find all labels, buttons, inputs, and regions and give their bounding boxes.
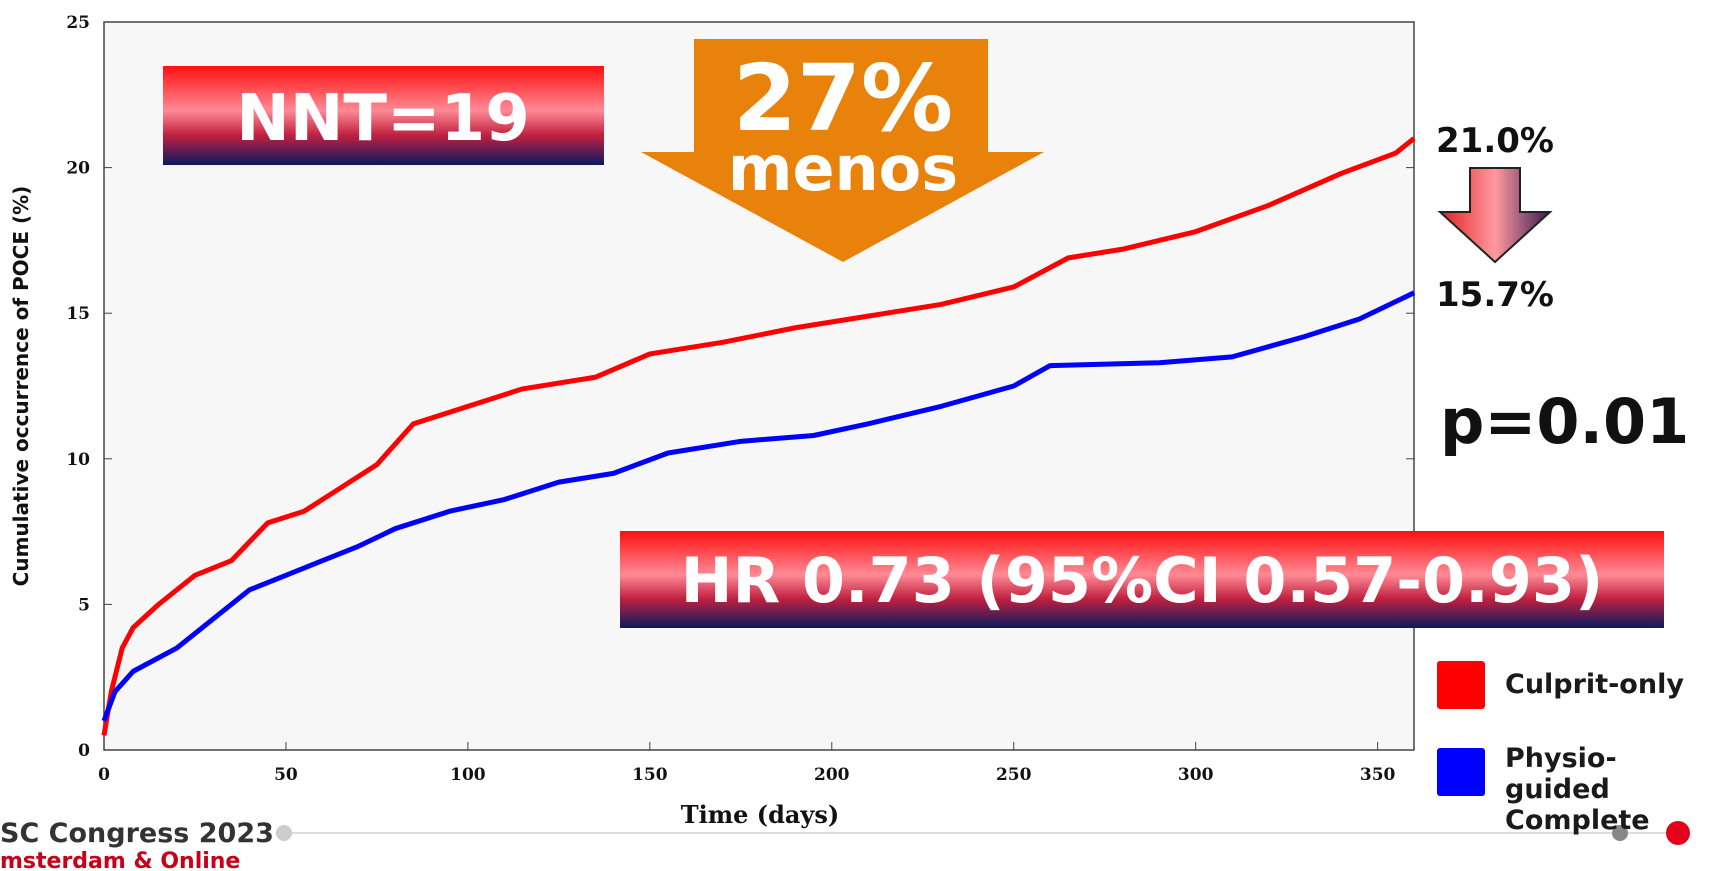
y-tick-label: 25 [66, 13, 90, 33]
nnt-label: NNT=19 [236, 82, 529, 156]
reduction-label: 27% [733, 45, 953, 152]
x-tick-label: 200 [814, 765, 850, 785]
hr-label: HR 0.73 (95%CI 0.57-0.93) [681, 544, 1604, 617]
x-tick-label: 0 [98, 765, 110, 785]
y-tick-label: 15 [66, 304, 90, 324]
reduction-word: menos [728, 132, 958, 205]
y-tick-label: 10 [66, 450, 90, 470]
legend-label: Culprit-only [1505, 669, 1684, 700]
x-axis-label: Time (days) [681, 800, 840, 829]
end-blue-label: 15.7% [1436, 275, 1554, 315]
series-line [101, 290, 1416, 722]
down-arrow [1437, 167, 1553, 264]
reduction-arrow [641, 39, 1044, 262]
end-red-label: 21.0% [1436, 121, 1554, 161]
series-line [101, 136, 1416, 736]
x-tick-label: 300 [1178, 765, 1214, 785]
legend-label: Physio-guided Complete [1505, 743, 1650, 836]
y-tick-label: 0 [78, 741, 90, 761]
progress-current [1666, 821, 1690, 845]
progress-dot [1612, 825, 1628, 841]
x-tick-label: 350 [1360, 765, 1396, 785]
p-value: p=0.01 [1440, 385, 1689, 458]
nnt-box [163, 66, 604, 165]
y-tick-label: 20 [66, 159, 90, 179]
progress-start [276, 825, 292, 841]
x-tick-label: 100 [450, 765, 486, 785]
y-axis-label: Cumulative occurrence of POCE (%) [9, 186, 33, 587]
x-tick-label: 250 [996, 765, 1032, 785]
legend-swatch [1437, 661, 1485, 709]
x-tick-label: 150 [632, 765, 668, 785]
hr-box [620, 531, 1664, 628]
legend-swatch [1437, 748, 1485, 796]
y-tick-label: 5 [78, 595, 90, 615]
footer-place: msterdam & Online [0, 849, 240, 871]
x-tick-label: 50 [274, 765, 298, 785]
footer-event: SC Congress 2023 [0, 818, 274, 849]
